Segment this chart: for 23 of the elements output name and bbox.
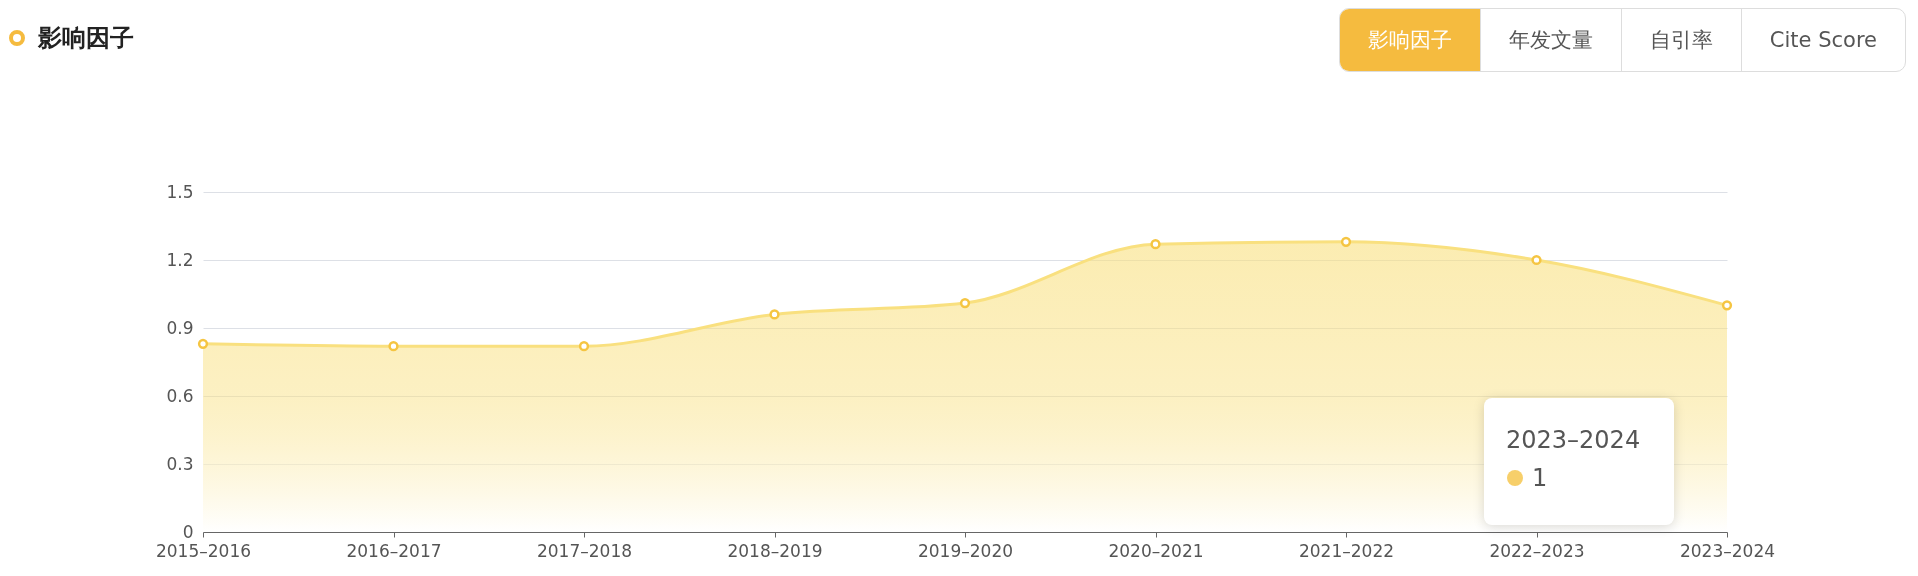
- chart-title: 影响因子: [38, 23, 134, 54]
- y-tick-label: 1.5: [166, 181, 194, 202]
- x-tick-label: 2023–2024: [1679, 540, 1776, 561]
- text: 年发文量: [1479, 9, 1621, 71]
- x-tick-label: 2016–2017: [346, 540, 442, 561]
- x-tick-label: 2021–2022: [1298, 540, 1395, 561]
- x-tick-label: 2019–2020: [917, 540, 1014, 561]
- x-tick-label: 2015–2016: [155, 540, 252, 561]
- x-tick-label: 2017–2018: [536, 540, 633, 561]
- annotation: 1: [1532, 464, 1548, 492]
- text: 自引率: [1620, 9, 1741, 71]
- y-tick-label: 0.6: [166, 385, 194, 406]
- annotation: 2023–2024: [1506, 426, 1642, 454]
- text: 影响因子: [1339, 9, 1480, 71]
- y-tick-label: 1.2: [166, 249, 194, 270]
- text: Cite Score: [1740, 9, 1905, 71]
- x-tick-label: 2022–2023: [1489, 540, 1585, 561]
- y-tick-label: 0: [182, 521, 194, 542]
- x-tick-label: 2018–2019: [727, 540, 823, 561]
- x-tick-label: 2020–2021: [1108, 540, 1204, 561]
- y-tick-label: 0.9: [166, 317, 194, 338]
- tooltip-card: 2023–2024 1: [1484, 398, 1674, 525]
- y-tick-label: 0.3: [166, 453, 194, 474]
